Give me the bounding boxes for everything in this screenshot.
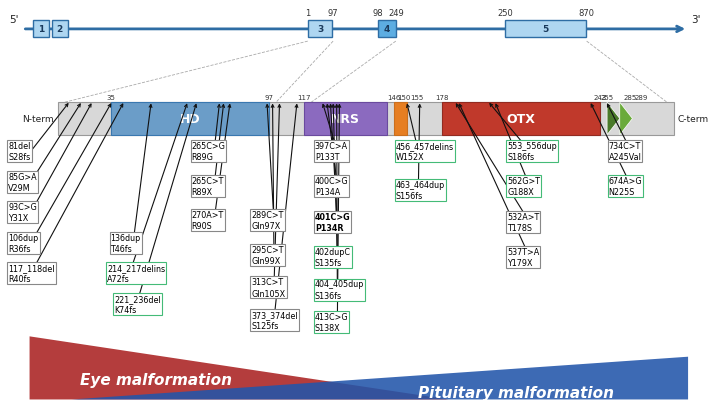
Text: 250: 250: [497, 9, 513, 18]
Text: 255: 255: [601, 94, 614, 101]
Text: 397C>A
P133T: 397C>A P133T: [315, 142, 348, 162]
Text: 404_405dup
S136fs: 404_405dup S136fs: [315, 280, 364, 300]
Bar: [378, 21, 396, 38]
Text: 562G>T
G188X: 562G>T G188X: [507, 176, 540, 196]
Text: 117_118del
R40fs: 117_118del R40fs: [9, 263, 55, 283]
Text: 146: 146: [387, 94, 400, 101]
Text: 870: 870: [579, 9, 595, 18]
Text: 249: 249: [389, 9, 405, 18]
Text: 136dup
T46fs: 136dup T46fs: [110, 233, 141, 253]
Text: 5': 5': [9, 15, 19, 25]
Text: 243: 243: [594, 94, 606, 101]
Bar: [52, 21, 67, 38]
Bar: [304, 103, 387, 135]
Text: 553_556dup
S186fs: 553_556dup S186fs: [507, 142, 557, 162]
Text: Pituitary malformation: Pituitary malformation: [417, 386, 614, 400]
Text: NRS: NRS: [332, 113, 360, 126]
Bar: [58, 103, 674, 135]
Text: 289: 289: [634, 94, 647, 101]
Text: 3': 3': [692, 15, 701, 25]
Text: 35: 35: [106, 94, 115, 101]
Text: 93C>G
Y31X: 93C>G Y31X: [9, 202, 37, 222]
Text: 98: 98: [373, 9, 384, 18]
Text: 2: 2: [57, 25, 63, 34]
Text: 4: 4: [384, 25, 390, 34]
Text: 97: 97: [328, 9, 339, 18]
Bar: [308, 21, 332, 38]
Text: 5: 5: [542, 25, 548, 34]
Polygon shape: [607, 103, 620, 135]
Text: 463_464dup
S156fs: 463_464dup S156fs: [396, 180, 445, 200]
Bar: [33, 21, 49, 38]
Text: C-term: C-term: [677, 115, 709, 124]
Text: 265C>G
R89G: 265C>G R89G: [192, 142, 226, 162]
Text: 265C>T
R89X: 265C>T R89X: [192, 176, 224, 196]
Text: 401C>G
P134R: 401C>G P134R: [315, 213, 350, 233]
Text: 214_217delins
A72fs: 214_217delins A72fs: [107, 263, 165, 283]
Text: OTX: OTX: [506, 113, 536, 126]
Text: 3: 3: [317, 25, 323, 34]
Text: 373_374del
S125fs: 373_374del S125fs: [251, 310, 298, 330]
Text: 106dup
R36fs: 106dup R36fs: [9, 233, 39, 253]
Text: 1: 1: [305, 9, 310, 18]
Text: Eye malformation: Eye malformation: [80, 373, 232, 387]
Text: 674A>G
N225S: 674A>G N225S: [609, 176, 642, 196]
Text: 537T>A
Y179X: 537T>A Y179X: [507, 247, 539, 267]
Polygon shape: [29, 337, 449, 400]
Text: 402dupC
S135fs: 402dupC S135fs: [315, 247, 351, 267]
Text: 97: 97: [264, 94, 274, 101]
Bar: [110, 103, 269, 135]
Text: 456_457delins
W152X: 456_457delins W152X: [396, 142, 454, 162]
Bar: [505, 21, 586, 38]
Bar: [395, 103, 407, 135]
Text: HD: HD: [180, 113, 200, 126]
Polygon shape: [72, 357, 688, 400]
Text: 270A>T
R90S: 270A>T R90S: [192, 211, 224, 231]
Text: 117: 117: [297, 94, 311, 101]
Text: N-term: N-term: [23, 115, 54, 124]
Text: 413C>G
S138X: 413C>G S138X: [315, 312, 349, 333]
Text: 150: 150: [397, 94, 411, 101]
Text: 221_236del
K74fs: 221_236del K74fs: [114, 294, 161, 314]
Bar: [442, 103, 600, 135]
Text: 532A>T
T178S: 532A>T T178S: [507, 213, 539, 233]
Text: 81del
S28fs: 81del S28fs: [9, 142, 31, 162]
Polygon shape: [620, 103, 632, 135]
Text: 1: 1: [38, 25, 44, 34]
Text: 313C>T
Gln105X: 313C>T Gln105X: [251, 278, 286, 298]
Text: 155: 155: [410, 94, 424, 101]
Text: 400C>G
P134A: 400C>G P134A: [315, 176, 349, 196]
Text: 285: 285: [624, 94, 637, 101]
Text: 85G>A
V29M: 85G>A V29M: [9, 172, 37, 192]
Text: 295C>T
Gln99X: 295C>T Gln99X: [251, 245, 284, 265]
Text: 289C>T
Gln97X: 289C>T Gln97X: [251, 211, 284, 231]
Text: 178: 178: [435, 94, 448, 101]
Text: 734C>T
A245Val: 734C>T A245Val: [609, 142, 642, 162]
